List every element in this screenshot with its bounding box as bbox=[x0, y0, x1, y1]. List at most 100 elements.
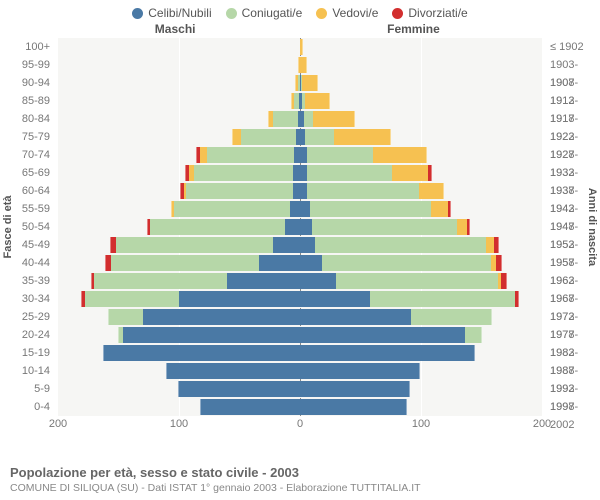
gender-headers: Maschi Femmine bbox=[0, 22, 600, 38]
female-half bbox=[300, 165, 542, 181]
bar-segment bbox=[185, 165, 188, 181]
bar-segment bbox=[108, 309, 143, 325]
bar-segment bbox=[300, 363, 420, 379]
bar-segment bbox=[258, 255, 300, 271]
age-label: 10-14 bbox=[18, 362, 54, 380]
bar-segment bbox=[122, 327, 300, 343]
bar-segment bbox=[465, 327, 483, 343]
legend-label: Vedovi/e bbox=[332, 6, 378, 20]
legend-swatch bbox=[226, 8, 237, 19]
birth-label: 1933-1937 bbox=[546, 164, 600, 182]
y-axis-age: 100+95-9990-9485-8980-8475-7970-7465-696… bbox=[0, 38, 54, 416]
legend-swatch bbox=[392, 8, 403, 19]
bar-segment bbox=[300, 345, 475, 361]
plot-area: Fasce di età Anni di nascita 100+95-9990… bbox=[0, 38, 600, 416]
pyramid-row bbox=[58, 363, 542, 379]
female-half bbox=[300, 255, 542, 271]
legend-item: Celibi/Nubili bbox=[132, 6, 211, 20]
pyramid-row bbox=[58, 219, 542, 235]
bar-segment bbox=[312, 219, 458, 235]
pyramid-row bbox=[58, 129, 542, 145]
male-half bbox=[58, 345, 300, 361]
bar-segment bbox=[305, 93, 330, 109]
bar-segment bbox=[173, 201, 290, 217]
x-tick: 100 bbox=[412, 418, 430, 430]
age-label: 35-39 bbox=[18, 272, 54, 290]
age-label: 55-59 bbox=[18, 200, 54, 218]
male-half bbox=[58, 57, 300, 73]
bar-segment bbox=[295, 75, 297, 91]
bar-segment bbox=[300, 273, 337, 289]
bar-segment bbox=[501, 273, 507, 289]
age-label: 5-9 bbox=[30, 380, 54, 398]
bar-segment bbox=[300, 57, 307, 73]
bar-segment bbox=[292, 183, 300, 199]
bar-segment bbox=[93, 273, 227, 289]
pyramid-plot bbox=[58, 38, 542, 416]
age-label: 95-99 bbox=[18, 56, 54, 74]
male-half bbox=[58, 129, 300, 145]
male-half bbox=[58, 291, 300, 307]
female-half bbox=[300, 237, 542, 253]
age-label: 50-54 bbox=[18, 218, 54, 236]
age-label: 45-49 bbox=[18, 236, 54, 254]
male-half bbox=[58, 381, 300, 397]
male-half bbox=[58, 327, 300, 343]
pyramid-row bbox=[58, 291, 542, 307]
female-half bbox=[300, 201, 542, 217]
male-half bbox=[58, 399, 300, 415]
bar-segment bbox=[305, 129, 335, 145]
bar-segment bbox=[180, 183, 183, 199]
pyramid-row bbox=[58, 237, 542, 253]
age-label: 60-64 bbox=[18, 182, 54, 200]
pyramid-row bbox=[58, 309, 542, 325]
bar-segment bbox=[272, 111, 297, 127]
bar-segment bbox=[289, 201, 300, 217]
birth-label: 1968-1972 bbox=[546, 290, 600, 308]
bar-segment bbox=[284, 219, 300, 235]
female-half bbox=[300, 111, 542, 127]
age-label: 25-29 bbox=[18, 308, 54, 326]
bar-segment bbox=[300, 255, 323, 271]
bar-segment bbox=[185, 183, 292, 199]
y-axis-birth: ≤ 19021903-19071908-19121913-19171918-19… bbox=[546, 38, 600, 416]
bar-segment bbox=[315, 237, 488, 253]
x-tick: 100 bbox=[170, 418, 188, 430]
birth-label: 1958-1962 bbox=[546, 254, 600, 272]
bar-segment bbox=[178, 381, 300, 397]
male-half bbox=[58, 93, 300, 109]
bar-segment bbox=[313, 111, 355, 127]
male-half bbox=[58, 309, 300, 325]
bar-segment bbox=[196, 147, 199, 163]
legend: Celibi/NubiliConiugati/eVedovi/eDivorzia… bbox=[0, 0, 600, 22]
birth-label: 1998-2002 bbox=[546, 398, 600, 416]
age-label: 65-69 bbox=[18, 164, 54, 182]
female-half bbox=[300, 345, 542, 361]
bar-segment bbox=[171, 201, 174, 217]
chart-title: Popolazione per età, sesso e stato civil… bbox=[10, 465, 590, 480]
bar-segment bbox=[232, 129, 240, 145]
birth-label: 1923-1927 bbox=[546, 128, 600, 146]
birth-label: 1993-1997 bbox=[546, 380, 600, 398]
female-half bbox=[300, 39, 542, 55]
female-half bbox=[300, 75, 542, 91]
birth-label: 1918-1922 bbox=[546, 110, 600, 128]
bar-segment bbox=[300, 237, 316, 253]
legend-item: Vedovi/e bbox=[316, 6, 378, 20]
pyramid-row bbox=[58, 345, 542, 361]
bar-segment bbox=[467, 219, 470, 235]
age-label: 40-44 bbox=[18, 254, 54, 272]
bar-segment bbox=[199, 147, 207, 163]
female-half bbox=[300, 309, 542, 325]
pyramid-row bbox=[58, 399, 542, 415]
birth-label: 1973-1977 bbox=[546, 308, 600, 326]
bar-segment bbox=[302, 75, 318, 91]
female-half bbox=[300, 327, 542, 343]
bar-segment bbox=[334, 129, 391, 145]
bar-segment bbox=[300, 291, 371, 307]
male-half bbox=[58, 111, 300, 127]
age-label: 85-89 bbox=[18, 92, 54, 110]
bar-segment bbox=[240, 129, 297, 145]
age-label: 0-4 bbox=[30, 398, 54, 416]
age-label: 20-24 bbox=[18, 326, 54, 344]
